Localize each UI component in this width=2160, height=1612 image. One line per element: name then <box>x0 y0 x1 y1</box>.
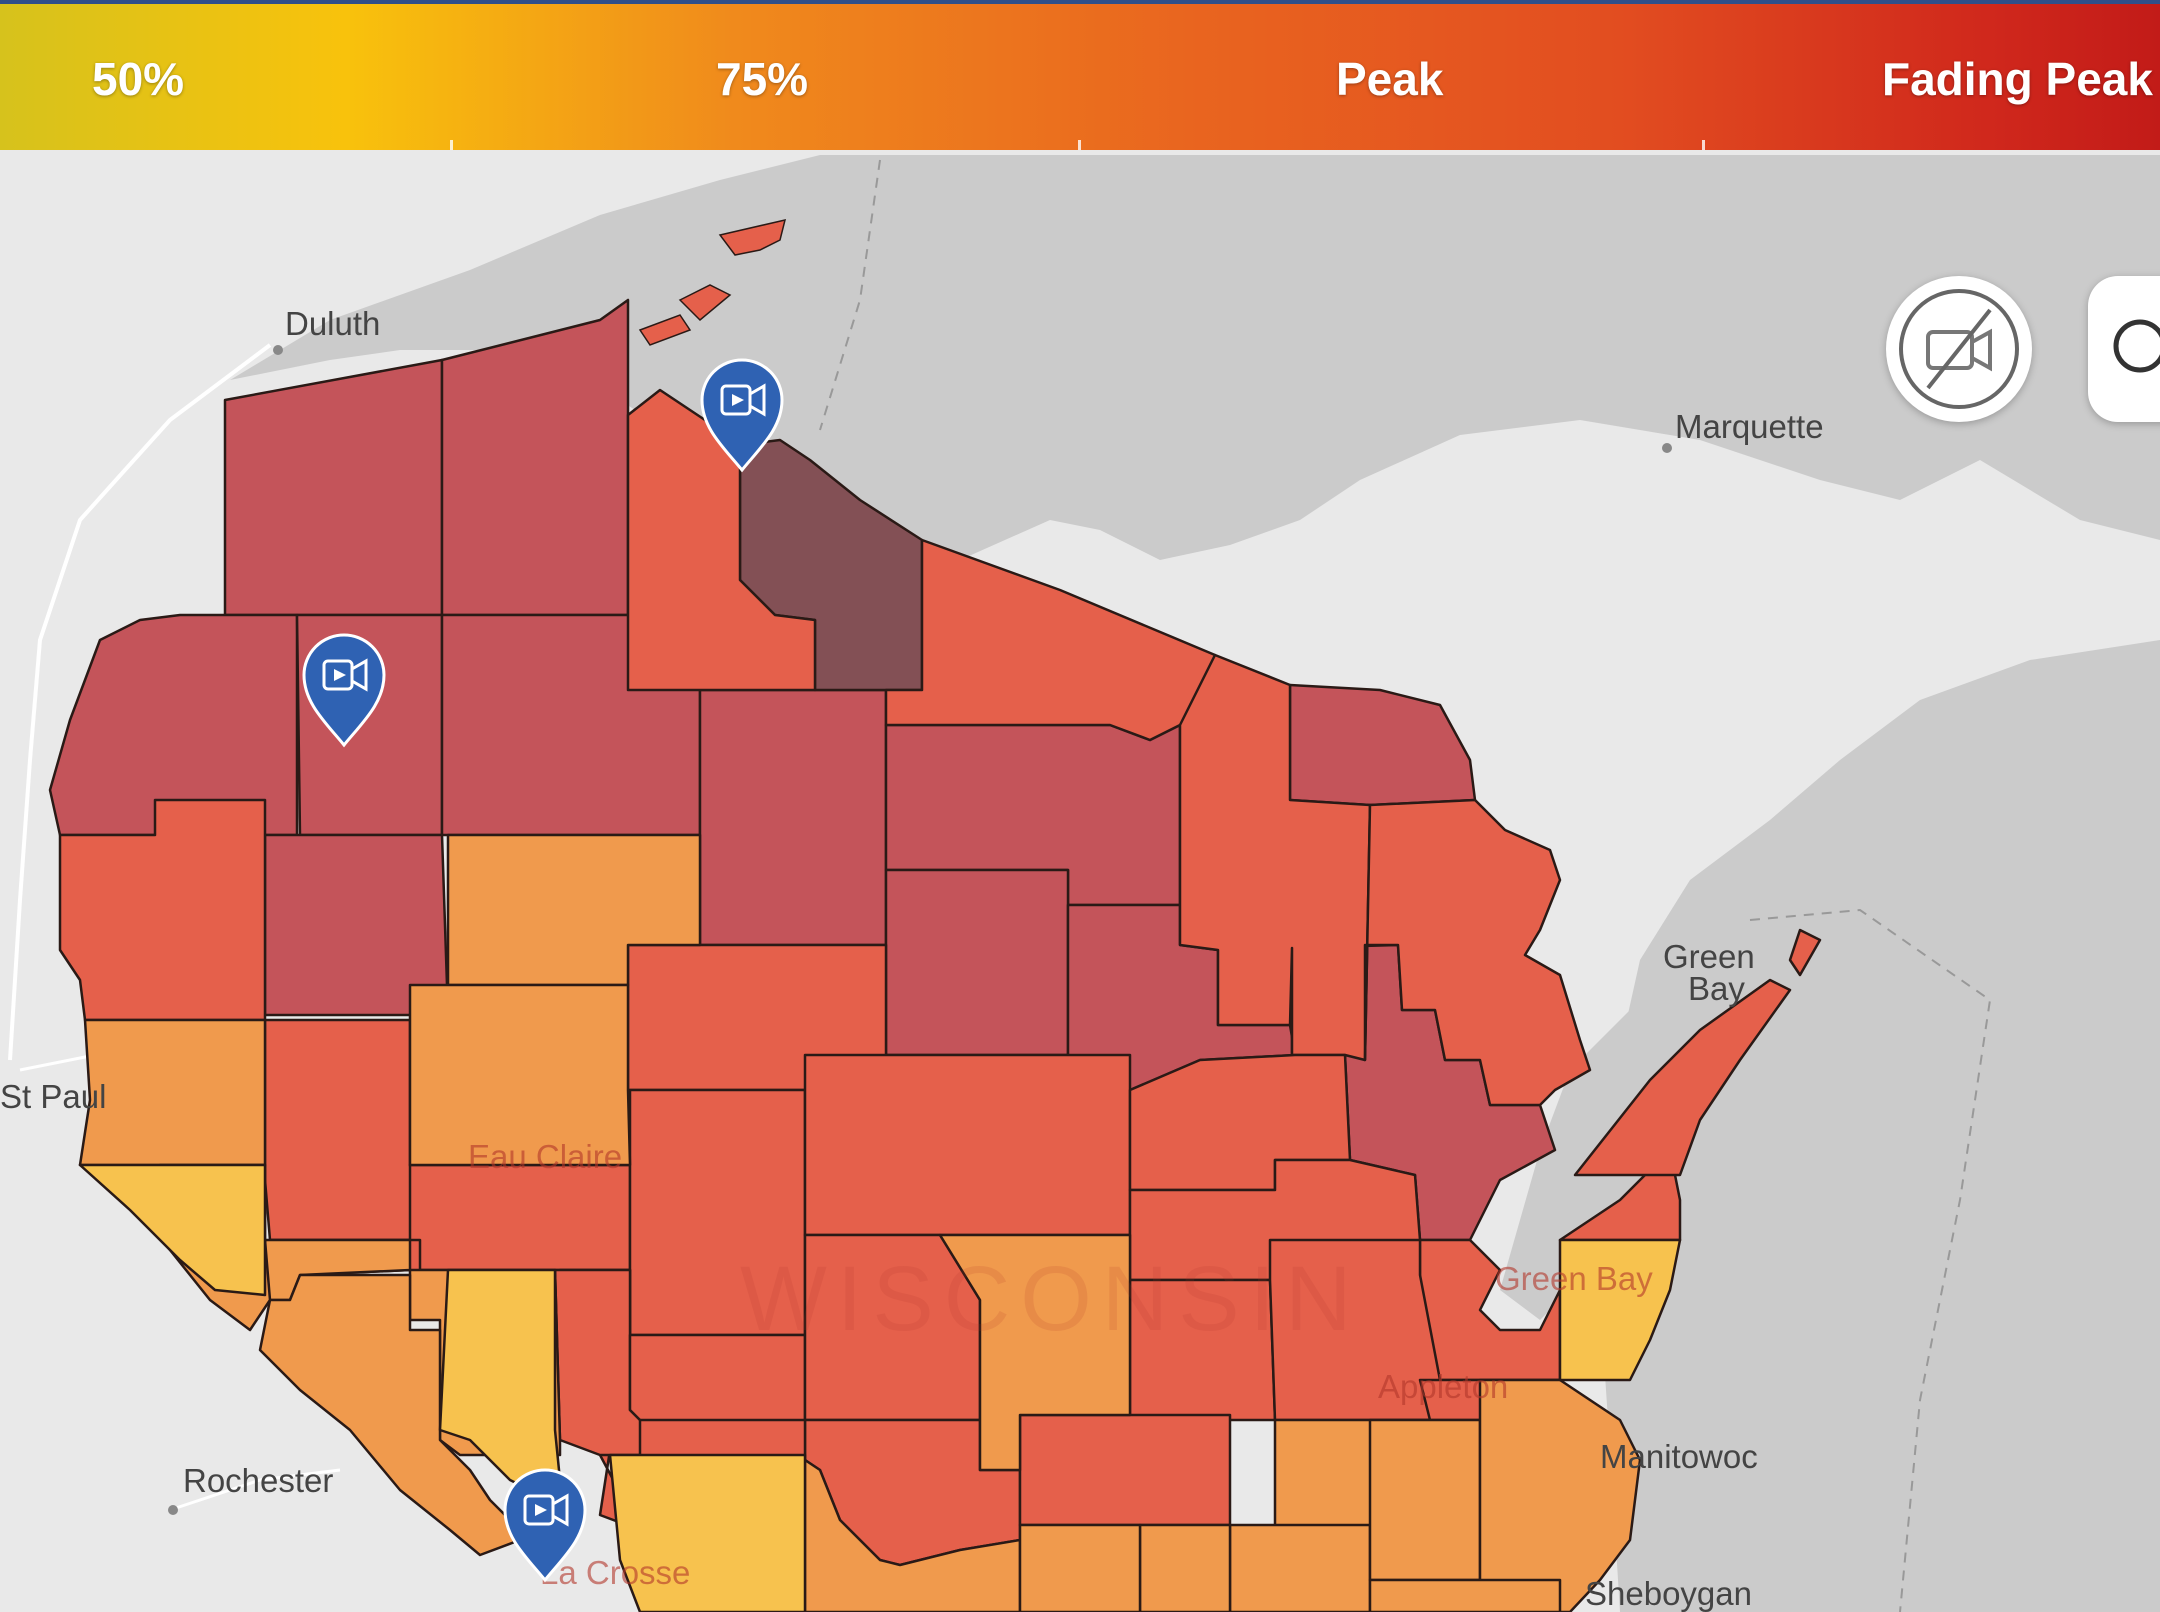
city-label-manitowoc: Manitowoc <box>1600 1438 1758 1475</box>
webcam-off-icon <box>1899 289 2019 409</box>
water-label-green: Green <box>1663 938 1755 975</box>
city-dot <box>273 345 283 355</box>
county-st-croix <box>78 1018 267 1167</box>
video-camera-icon <box>720 383 766 417</box>
webcam-marker-washburn[interactable] <box>302 633 386 748</box>
legend-label-fading-peak: Fading Peak <box>1882 53 2153 105</box>
webcam-toggle-button[interactable] <box>1886 276 2032 422</box>
island-apostle <box>678 284 732 322</box>
county-dunn <box>263 1018 422 1242</box>
state-border-line <box>1749 908 1992 1612</box>
county-juneau <box>803 1458 1022 1612</box>
water-label-bay: Bay <box>1688 970 1745 1007</box>
lake-michigan <box>1600 640 2160 1612</box>
county-marathon <box>803 1053 1132 1237</box>
county-calumet <box>1368 1418 1482 1582</box>
city-label-green-bay: Green Bay <box>1495 1260 1653 1297</box>
county-douglas <box>223 358 444 617</box>
video-camera-icon <box>523 1493 569 1527</box>
legend-label-75: 75% <box>716 53 809 105</box>
county-door <box>1573 978 1792 1177</box>
county-monroe <box>608 1453 807 1612</box>
county-iron-vilas <box>884 538 1217 742</box>
county-pierce-yellow <box>78 1163 267 1297</box>
county-chippewa-s <box>408 1163 632 1272</box>
city-label-la-crosse: La Crosse <box>540 1554 690 1591</box>
fall-color-map[interactable]: WISCONSIN Duluth Marquette Green Bay St … <box>0 150 2160 1612</box>
highway-road <box>8 343 272 1061</box>
search-button[interactable] <box>2088 276 2160 422</box>
city-dot <box>168 1505 178 1515</box>
legend-divider <box>1702 140 1705 150</box>
city-label-sheboygan: Sheboygan <box>1585 1575 1752 1612</box>
county-ashland-west <box>626 388 817 692</box>
state-label: WISCONSIN <box>740 1248 1362 1350</box>
webcam-marker-la-crosse[interactable] <box>503 1468 587 1583</box>
county-chippewa <box>408 983 632 1167</box>
county-door-island <box>1788 928 1822 977</box>
legend-label-peak: Peak <box>1336 53 1444 105</box>
legend-divider <box>1078 140 1081 150</box>
webcam-marker-bayfield[interactable] <box>700 358 784 473</box>
county-forest <box>1178 653 1372 1062</box>
city-label-rochester: Rochester <box>183 1462 333 1499</box>
video-camera-icon <box>322 658 368 692</box>
county-marquette <box>1138 1523 1232 1612</box>
county-buffalo <box>258 1273 522 1557</box>
county-waushara <box>1018 1413 1232 1527</box>
legend-divider <box>450 140 453 150</box>
city-label-marquette: Marquette <box>1675 408 1824 445</box>
search-icon <box>2113 319 2160 373</box>
county-fond-du-lac <box>1368 1578 1562 1612</box>
county-kewaunee <box>1558 1238 1682 1382</box>
county-green-lake <box>1228 1523 1372 1612</box>
city-label-eau-claire: Eau Claire <box>468 1138 622 1175</box>
county-lincoln <box>884 868 1070 1057</box>
county-price <box>698 688 888 947</box>
city-label-st-paul: St Paul <box>0 1078 106 1115</box>
color-legend: 50% 75% Peak Fading Peak <box>0 0 2160 150</box>
city-label-duluth: Duluth <box>285 305 380 342</box>
city-label-appleton: Appleton <box>1378 1368 1508 1405</box>
city-dot <box>1662 443 1672 453</box>
county-adams-s <box>1018 1523 1142 1612</box>
county-marinette <box>1363 798 1592 1107</box>
legend-label-50: 50% <box>92 53 185 105</box>
county-portage <box>938 1233 1132 1472</box>
county-manitowoc <box>1478 1378 1642 1612</box>
island-apostle <box>638 314 692 346</box>
island-apostle <box>718 218 787 256</box>
highway-road <box>169 1468 341 1512</box>
